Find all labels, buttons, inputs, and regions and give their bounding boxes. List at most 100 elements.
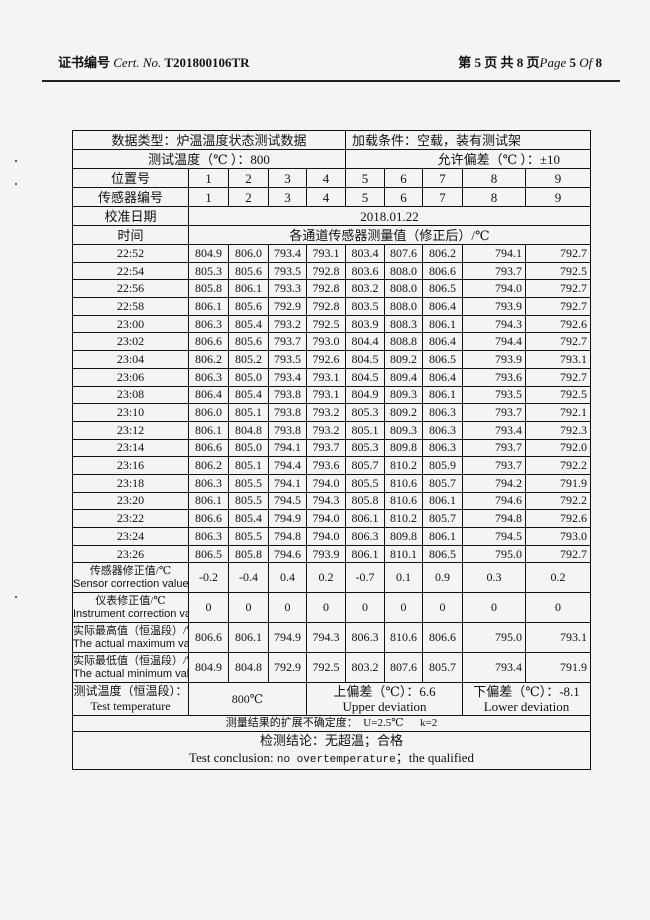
scan-dot — [15, 183, 17, 185]
value-cell: 806.6 — [188, 509, 229, 528]
summary-value-cell: 0 — [384, 592, 423, 624]
value-cell: 805.7 — [345, 456, 385, 475]
of-en: Of — [579, 55, 593, 70]
value-cell: 793.7 — [268, 332, 307, 352]
lower-deviation: 下偏差（℃）：-8.1 Lower deviation — [462, 682, 591, 717]
table-row: 23:16 806.2 805.1 794.4 793.6 805.7 810.2 805.9… — [72, 456, 591, 475]
page-indicator: 第 5 页 共 8 页Page 5 Of 8 — [458, 52, 602, 71]
test-temp-label: 测试温度（恒温段）： Test temperature — [72, 682, 189, 717]
table-row: 22:54 805.3 805.6 793.5 792.8 803.6 808.0 806.6… — [72, 261, 591, 281]
value-cell: 808.0 — [384, 261, 423, 281]
time-cell: 23:18 — [72, 473, 189, 493]
upper-deviation: 上偏差（℃）：6.6 Upper deviation — [306, 682, 463, 717]
value-cell: 805.8 — [228, 544, 269, 564]
table-row: 22:56 805.8 806.1 793.3 792.8 803.2 808.0 806.5… — [72, 279, 591, 299]
value-cell: 793.5 — [268, 261, 307, 281]
value-cell: 794.5 — [268, 491, 307, 511]
value-cell: 793.0 — [525, 527, 591, 546]
value-cell: 810.1 — [384, 544, 423, 564]
time-cell: 22:58 — [72, 297, 189, 316]
summary-value-cell: 0 — [422, 592, 463, 624]
time-cell: 23:08 — [72, 385, 189, 405]
table-row: 23:10 806.0 805.1 793.8 793.2 805.3 809.2 806.3… — [72, 403, 591, 422]
value-cell: 793.7 — [462, 403, 526, 422]
scan-dot — [15, 160, 17, 162]
value-cell: 809.2 — [384, 350, 423, 369]
conclusion-en-b: no overtemperature — [276, 754, 396, 767]
value-cell: 792.7 — [525, 297, 591, 316]
value-cell: 806.6 — [188, 332, 229, 352]
value-cell: 793.6 — [462, 367, 526, 387]
value-cell: 806.3 — [422, 403, 463, 422]
value-cell: 803.4 — [345, 244, 385, 263]
value-cell: 792.6 — [525, 509, 591, 528]
position-label: 位置号 — [72, 168, 189, 188]
summary-label-en: The actual minimum value — [73, 667, 188, 680]
value-cell: 810.2 — [384, 456, 423, 475]
value-cell: 806.5 — [422, 544, 463, 564]
value-cell: 794.0 — [462, 279, 526, 299]
value-cell: 793.7 — [462, 261, 526, 281]
table-row: 23:04 806.2 805.2 793.5 792.6 804.5 809.2 806.5… — [72, 350, 591, 369]
table-row: 23:06 806.3 805.0 793.4 793.1 804.5 809.4 806.4… — [72, 367, 591, 387]
value-cell: 793.2 — [306, 420, 346, 440]
value-cell: 792.7 — [525, 544, 591, 564]
page-num: 5 — [474, 55, 482, 70]
value-cell: 792.2 — [525, 491, 591, 511]
summary-value-cell: 803.2 — [345, 652, 385, 684]
value-cell: 793.1 — [306, 244, 346, 263]
value-cell: 805.8 — [188, 279, 229, 299]
value-cell: 805.5 — [228, 527, 269, 546]
value-cell: 808.0 — [384, 279, 423, 299]
value-cell: 794.6 — [268, 544, 307, 564]
value-cell: 806.4 — [422, 332, 463, 352]
summary-value-cell: 0 — [462, 592, 526, 624]
value-cell: 805.8 — [345, 491, 385, 511]
value-cell: 806.5 — [422, 350, 463, 369]
value-cell: 793.4 — [268, 367, 307, 387]
value-cell: 806.0 — [188, 403, 229, 422]
summary-value-cell: 0 — [268, 592, 307, 624]
sensor-cell: 7 — [422, 187, 463, 207]
summary-value-cell: 794.9 — [268, 622, 307, 654]
sensor-cell: 9 — [525, 187, 591, 207]
value-cell: 794.6 — [462, 491, 526, 511]
summary-value-cell: 806.6 — [188, 622, 229, 654]
value-cell: 806.1 — [188, 420, 229, 440]
position-cell: 8 — [462, 168, 526, 188]
position-cell: 2 — [228, 168, 269, 188]
value-cell: 806.3 — [345, 527, 385, 546]
time-cell: 23:12 — [72, 420, 189, 440]
table-row: 22:58 806.1 805.6 792.9 792.8 803.5 808.0 806.4… — [72, 297, 591, 316]
sensor-cell: 8 — [462, 187, 526, 207]
summary-value-cell: 0.2 — [525, 562, 591, 594]
value-cell: 808.8 — [384, 332, 423, 352]
value-cell: 807.6 — [384, 244, 423, 263]
value-cell: 792.8 — [306, 297, 346, 316]
table-row: 22:52 804.9 806.0 793.4 793.1 803.4 807.6 806.2… — [72, 244, 591, 263]
summary-value-cell: 0.3 — [462, 562, 526, 594]
value-cell: 806.4 — [422, 367, 463, 387]
summary-value-cell: 0 — [345, 592, 385, 624]
position-cell: 1 — [188, 168, 229, 188]
value-cell: 792.7 — [525, 279, 591, 299]
value-cell: 806.1 — [422, 385, 463, 405]
value-cell: 793.9 — [462, 350, 526, 369]
test-temp-cn: 测试温度（恒温段）： — [73, 684, 188, 699]
value-cell: 794.9 — [268, 509, 307, 528]
value-cell: 805.7 — [422, 509, 463, 528]
value-cell: 793.1 — [306, 367, 346, 387]
value-cell: 792.5 — [525, 385, 591, 405]
summary-label-en: Sensor correction value — [73, 577, 189, 590]
value-cell: 795.0 — [462, 544, 526, 564]
value-cell: 805.9 — [422, 456, 463, 475]
summary-value-cell: 0 — [228, 592, 269, 624]
value-cell: 792.5 — [306, 314, 346, 334]
time-cell: 23:04 — [72, 350, 189, 369]
table-row: 23:12 806.1 804.8 793.8 793.2 805.1 809.3 806.3… — [72, 420, 591, 440]
uncertainty: 测量结果的扩展不确定度： U=2.5℃ k=2 — [72, 715, 591, 733]
